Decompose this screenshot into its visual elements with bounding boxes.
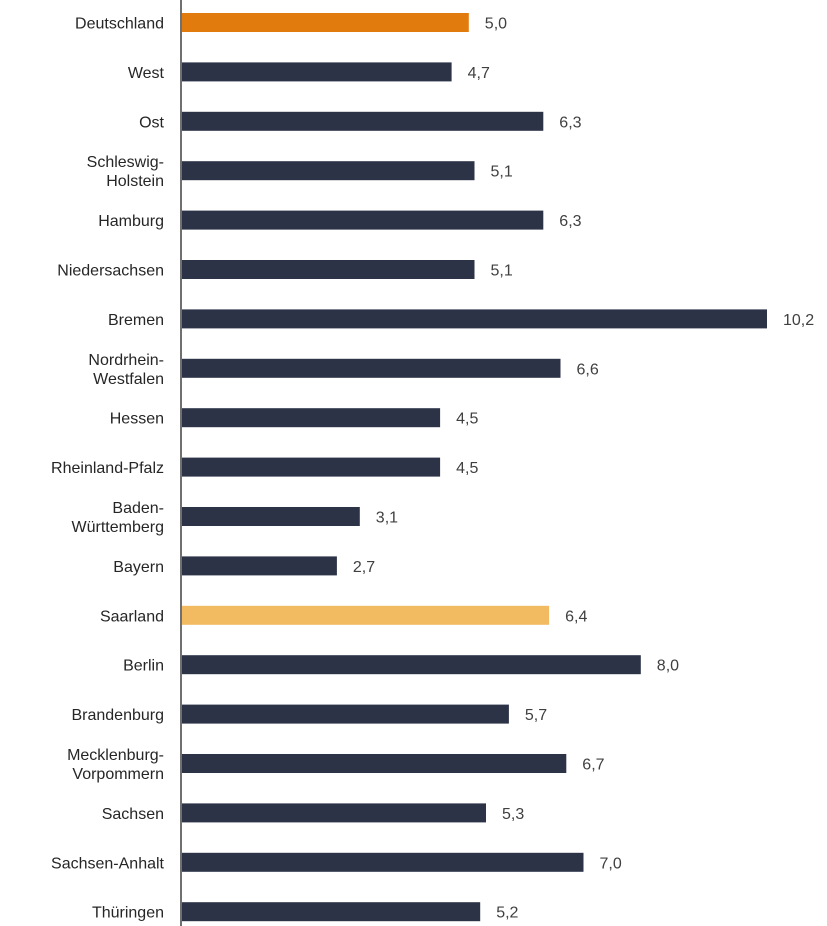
bar xyxy=(182,62,452,82)
bar xyxy=(182,902,481,922)
category-label: Hessen xyxy=(110,411,164,428)
data-label: 6,7 xyxy=(582,757,604,774)
bar xyxy=(182,408,441,428)
category-label: Berlin xyxy=(123,658,164,675)
bar xyxy=(182,358,561,378)
data-label: 6,3 xyxy=(559,114,581,131)
bar xyxy=(182,556,337,576)
category-label: Hamburg xyxy=(98,213,164,230)
data-label: 3,1 xyxy=(376,510,398,527)
category-label: Nordrhein- xyxy=(88,352,164,369)
category-label: Deutschland xyxy=(75,16,164,33)
data-label: 6,3 xyxy=(559,213,581,230)
category-label: Thüringen xyxy=(92,905,164,922)
data-label: 5,0 xyxy=(485,16,507,33)
category-label: West xyxy=(128,65,165,82)
bars-group: 5,0 Deutschland 4,7 West 6,3 Ost 5,1 Schleswig-… xyxy=(51,13,814,922)
category-label: Rheinland-Pfalz xyxy=(51,460,164,477)
data-label: 5,1 xyxy=(491,263,513,280)
category-label: Württemberg xyxy=(72,519,164,536)
data-label: 5,2 xyxy=(496,905,518,922)
category-label: Sachsen xyxy=(102,806,164,823)
category-label: Holstein xyxy=(106,173,164,190)
data-label: 4,5 xyxy=(456,411,478,428)
bar xyxy=(182,852,584,872)
category-label: Bremen xyxy=(108,312,164,329)
bar xyxy=(182,260,475,279)
bar xyxy=(182,161,475,181)
category-label: Niedersachsen xyxy=(57,263,164,280)
category-label: Baden- xyxy=(112,500,164,517)
bar xyxy=(182,507,360,526)
bar xyxy=(182,605,550,625)
data-label: 4,5 xyxy=(456,460,478,477)
bar xyxy=(182,655,641,675)
data-label: 2,7 xyxy=(353,559,375,576)
category-label: Bayern xyxy=(113,559,164,576)
bar xyxy=(182,803,486,823)
category-label: Vorpommern xyxy=(72,766,164,783)
bar xyxy=(182,704,509,724)
category-label: Mecklenburg- xyxy=(67,747,164,764)
data-label: 5,1 xyxy=(491,164,513,181)
data-label: 4,7 xyxy=(468,65,490,82)
category-label: Schleswig- xyxy=(87,154,164,171)
bar xyxy=(182,457,441,477)
data-label: 6,4 xyxy=(565,608,587,625)
bar xyxy=(182,754,567,773)
category-label: Brandenburg xyxy=(71,707,164,724)
bar xyxy=(182,13,469,32)
category-label: Ost xyxy=(139,114,164,131)
bar xyxy=(182,210,544,230)
bar xyxy=(182,309,767,329)
data-label: 5,7 xyxy=(525,707,547,724)
category-label: Westfalen xyxy=(93,371,164,388)
bar xyxy=(182,111,544,131)
data-label: 7,0 xyxy=(600,855,622,872)
category-label: Saarland xyxy=(100,608,164,625)
data-label: 6,6 xyxy=(577,361,599,378)
data-label: 10,2 xyxy=(783,312,814,329)
data-label: 8,0 xyxy=(657,658,679,675)
data-label: 5,3 xyxy=(502,806,524,823)
category-label: Sachsen-Anhalt xyxy=(51,855,165,872)
